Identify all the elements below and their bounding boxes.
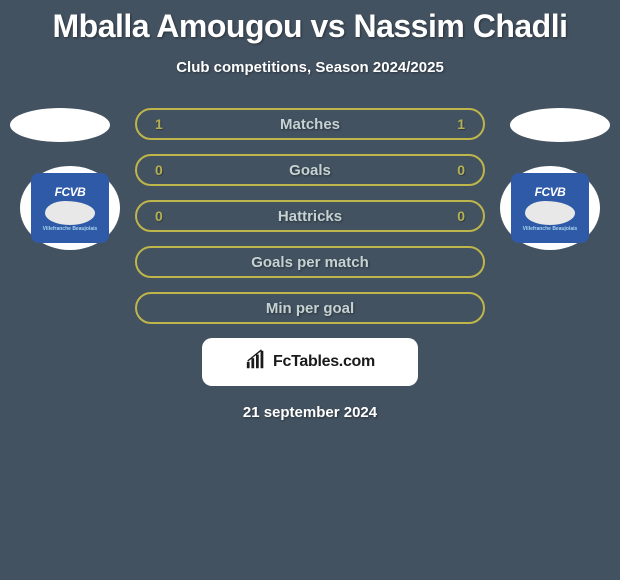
crest-mascot-icon	[45, 201, 95, 225]
player-left-avatar-oval	[10, 108, 110, 142]
stat-row: 0 Hattricks 0	[135, 200, 485, 232]
stat-rows: 1 Matches 1 0 Goals 0 0 Hattricks 0 Goal…	[135, 108, 485, 324]
crest-clubname: Villefranche Beaujolais	[523, 227, 578, 232]
stat-label: Hattricks	[278, 208, 342, 225]
crest-clubname: Villefranche Beaujolais	[43, 227, 98, 232]
stat-label: Min per goal	[266, 300, 354, 317]
player-right-avatar-oval	[510, 108, 610, 142]
stat-row: 0 Goals 0	[135, 154, 485, 186]
stat-value-right: 0	[425, 208, 465, 224]
crest-mascot-icon	[525, 201, 575, 225]
bar-chart-icon	[245, 349, 267, 376]
stat-value-right: 1	[425, 116, 465, 132]
player-left-crest: FCVB Villefranche Beaujolais	[20, 166, 120, 250]
page-title: Mballa Amougou vs Nassim Chadli	[0, 0, 620, 45]
stat-value-right: 0	[425, 162, 465, 178]
crest-acronym: FCVB	[55, 185, 86, 199]
stat-value-left: 0	[155, 208, 195, 224]
stat-value-left: 0	[155, 162, 195, 178]
stat-row: 1 Matches 1	[135, 108, 485, 140]
stat-row: Min per goal	[135, 292, 485, 324]
crest-acronym: FCVB	[535, 185, 566, 199]
infographic-date: 21 september 2024	[0, 404, 620, 421]
stat-label: Goals per match	[251, 254, 369, 271]
stat-row: Goals per match	[135, 246, 485, 278]
stat-value-left: 1	[155, 116, 195, 132]
stat-label: Matches	[280, 116, 340, 133]
stat-label: Goals	[289, 162, 331, 179]
fctables-text: FcTables.com	[273, 353, 375, 371]
player-right-crest: FCVB Villefranche Beaujolais	[500, 166, 600, 250]
stats-container: FCVB Villefranche Beaujolais FCVB Villef…	[0, 108, 620, 421]
fctables-badge: FcTables.com	[202, 338, 418, 386]
crest-inner: FCVB Villefranche Beaujolais	[31, 173, 109, 243]
crest-inner: FCVB Villefranche Beaujolais	[511, 173, 589, 243]
page-subtitle: Club competitions, Season 2024/2025	[0, 59, 620, 76]
